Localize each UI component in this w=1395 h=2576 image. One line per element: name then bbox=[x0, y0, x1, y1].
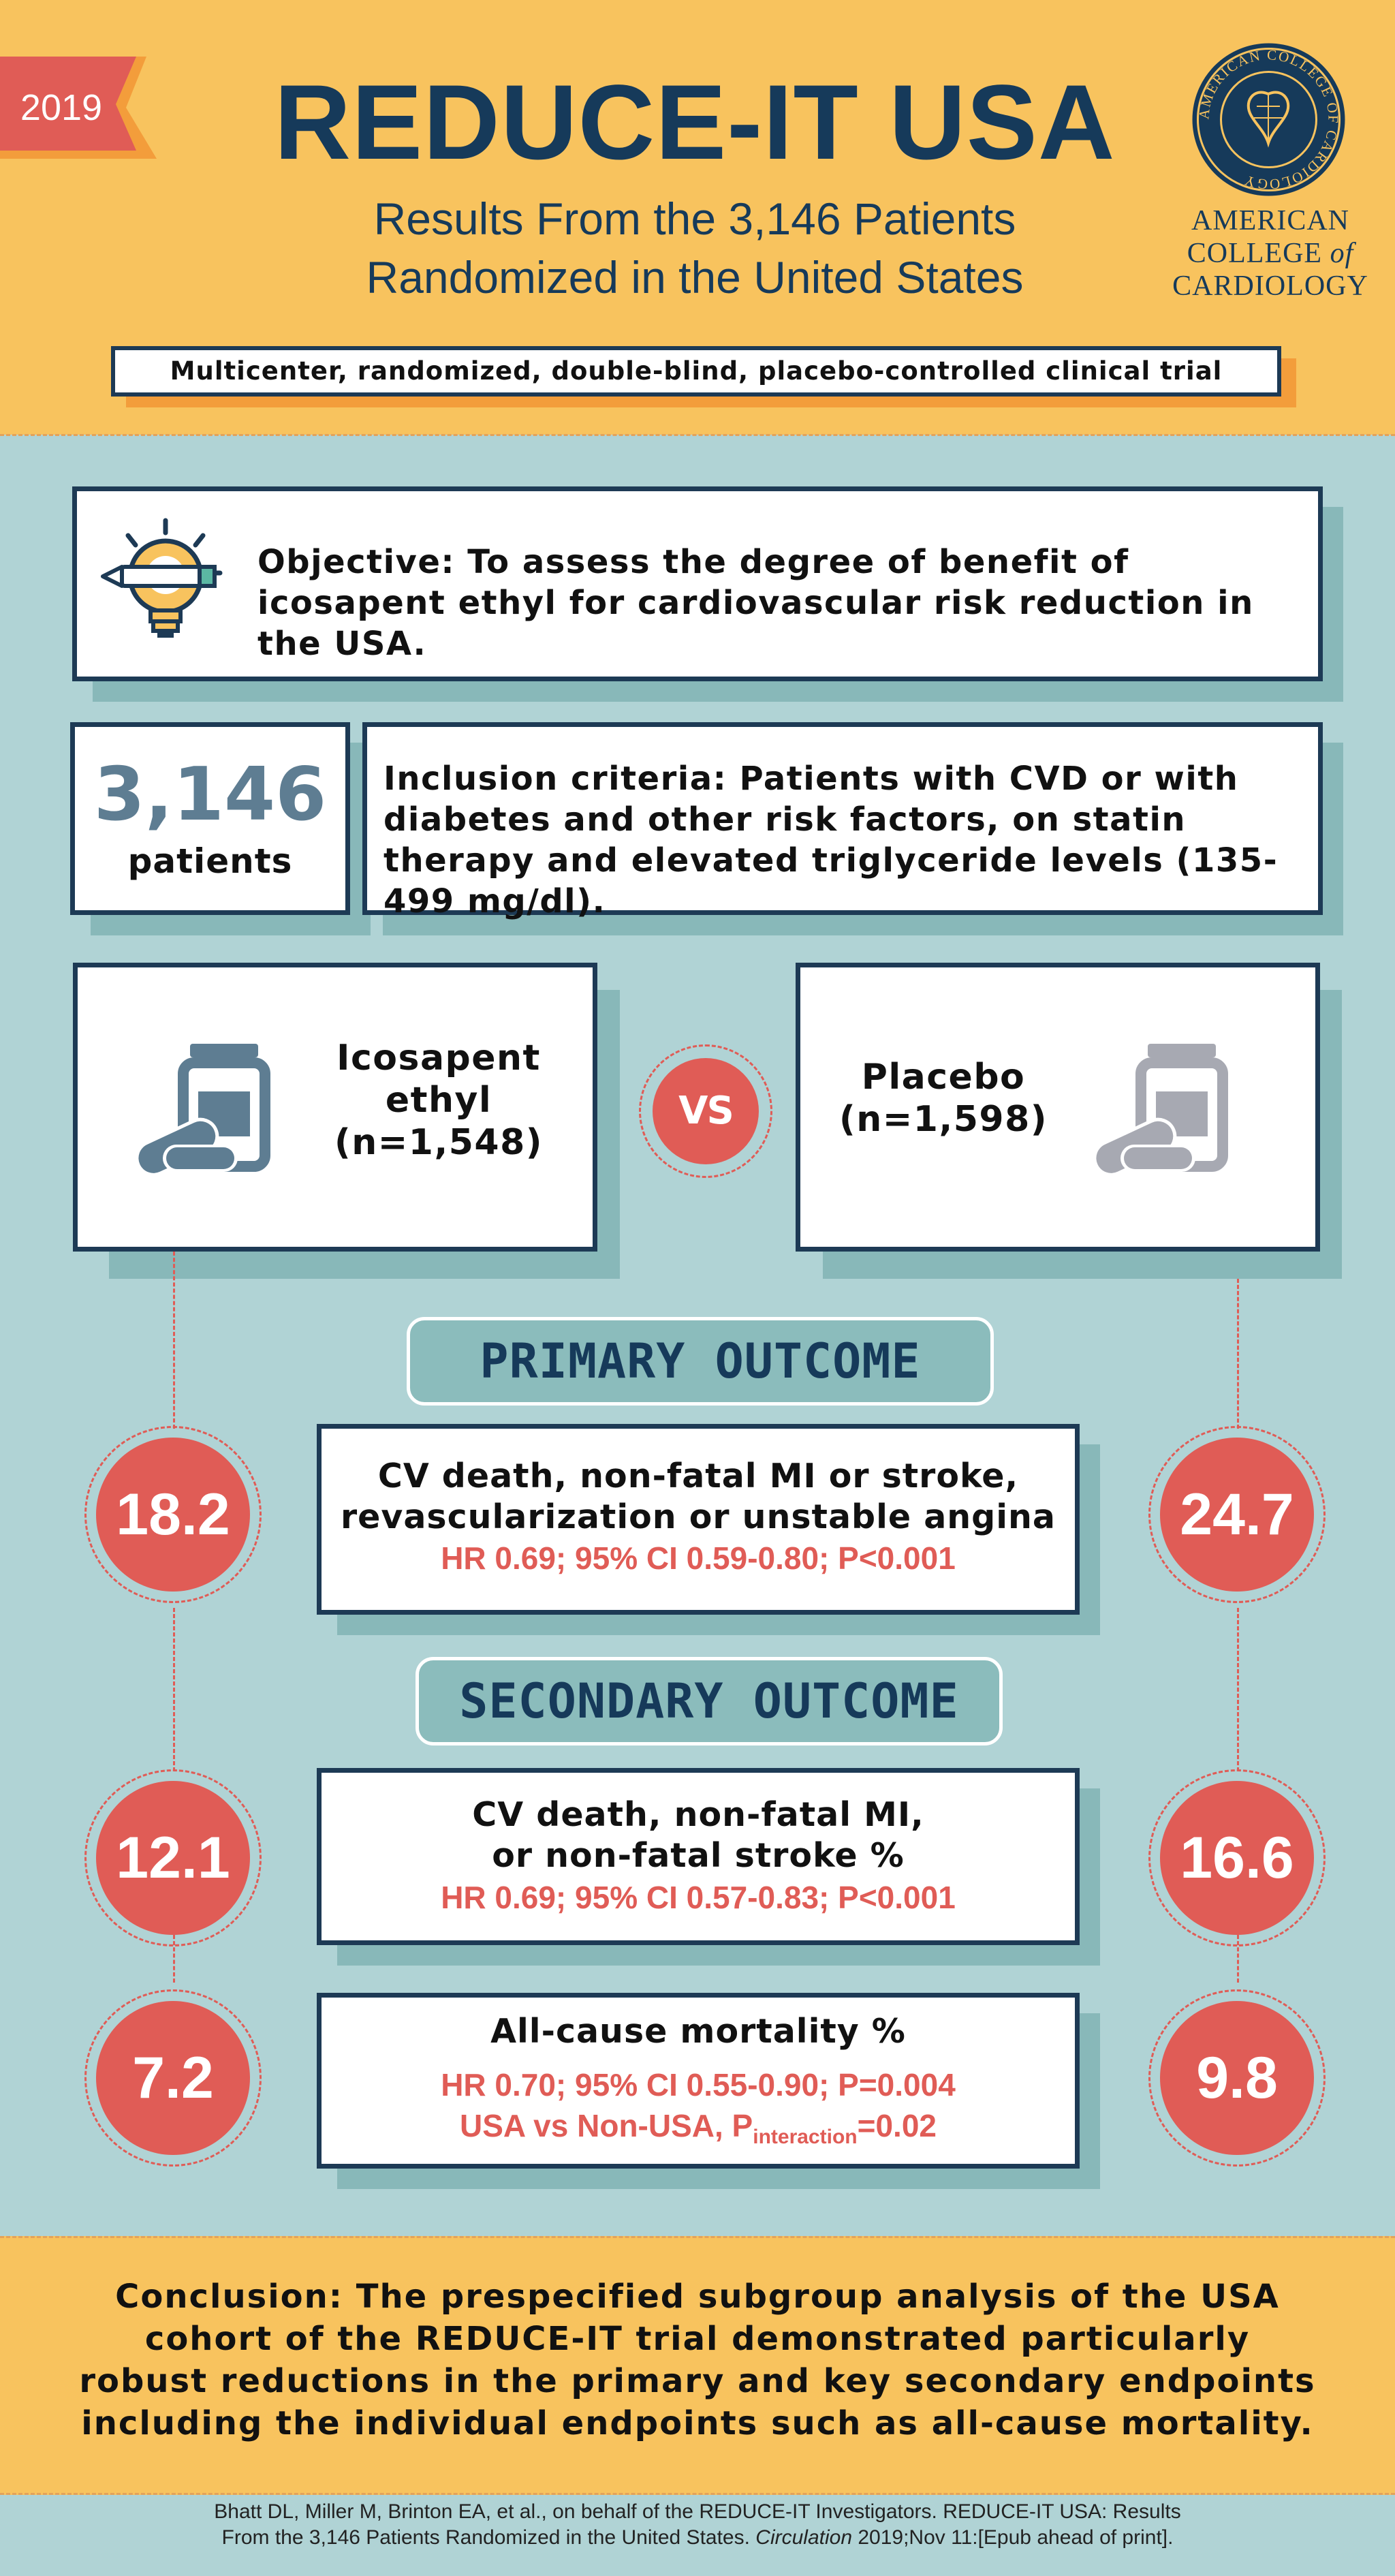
interaction-value: =0.02 bbox=[857, 2108, 937, 2143]
secondary-outcome-stats: HR 0.69; 95% CI 0.57-0.83; P<0.001 bbox=[441, 1880, 956, 1915]
vs-badge: VS bbox=[653, 1058, 759, 1164]
inclusion-criteria-text: Inclusion criteria: Patients with CVD or… bbox=[383, 760, 1279, 920]
mortality-placebo-ring bbox=[1148, 1989, 1326, 2167]
primary-treatment-ring bbox=[84, 1426, 262, 1603]
objective-text: Objective: To assess the degree of benef… bbox=[257, 543, 1254, 663]
primary-outcome-line-2: revascularization or unstable angina bbox=[341, 1498, 1056, 1536]
secondary-treatment-value: 12.1 bbox=[96, 1781, 250, 1935]
trial-design-banner: Multicenter, randomized, double-blind, p… bbox=[111, 346, 1281, 397]
pill-bottle-icon bbox=[1093, 1044, 1229, 1177]
mortality-stats: HR 0.70; 95% CI 0.55-0.90; P=0.004 bbox=[441, 2067, 956, 2102]
secondary-outcome-card: CV death, non-fatal MI, or non-fatal str… bbox=[317, 1768, 1080, 1945]
acc-wordmark-of: of bbox=[1330, 238, 1354, 269]
citation-title-tail: From the 3,146 Patients Randomized in th… bbox=[221, 2526, 756, 2549]
citation: Bhatt DL, Miller M, Brinton EA, et al., … bbox=[68, 2499, 1327, 2551]
mortality-card: All-cause mortality % HR 0.70; 95% CI 0.… bbox=[317, 1993, 1080, 2169]
conclusion-divider-top bbox=[0, 2236, 1395, 2238]
acc-seal-logo: AMERICAN COLLEGE OF CARDIOLOGY bbox=[1189, 40, 1349, 200]
page-subtitle: Results From the 3,146 Patients Randomiz… bbox=[272, 189, 1117, 307]
citation-line-1: Bhatt DL, Miller M, Brinton EA, et al., … bbox=[214, 2500, 1181, 2523]
primary-outcome-stats: HR 0.69; 95% CI 0.59-0.80; P<0.001 bbox=[441, 1540, 956, 1576]
secondary-outcome-line-2: or non-fatal stroke % bbox=[492, 1836, 905, 1875]
objective-card: Objective: To assess the degree of benef… bbox=[72, 486, 1323, 681]
placebo-arm-n: (n=1,598) bbox=[838, 1099, 1048, 1140]
acc-wordmark-college: COLLEGE bbox=[1187, 238, 1330, 269]
vs-ring bbox=[639, 1044, 772, 1178]
conclusion-band bbox=[0, 2236, 1395, 2495]
placebo-connector-2 bbox=[1237, 1608, 1239, 1771]
mortality-treatment-value: 7.2 bbox=[96, 2001, 250, 2155]
treatment-connector-2 bbox=[173, 1608, 175, 1771]
primary-outcome-heading: PRIMARY OUTCOME bbox=[407, 1317, 994, 1406]
mortality-interaction: USA vs Non-USA, Pinteraction=0.02 bbox=[322, 2107, 1075, 2156]
citation-details: 2019;Nov 11:[Epub ahead of print]. bbox=[852, 2526, 1174, 2549]
placebo-arm-label: Placebo (n=1,598) bbox=[828, 1056, 1059, 1140]
treatment-arm-name-2: ethyl bbox=[385, 1080, 492, 1121]
conclusion-text: Conclusion: The prespecified subgroup an… bbox=[79, 2278, 1316, 2442]
subtitle-line-2: Randomized in the United States bbox=[366, 252, 1024, 302]
secondary-treatment-ring bbox=[84, 1769, 262, 1946]
mortality-placebo-value: 9.8 bbox=[1160, 2001, 1314, 2155]
acc-wordmark: AMERICAN COLLEGE of CARDIOLOGY bbox=[1161, 204, 1379, 302]
subtitle-line-1: Results From the 3,146 Patients bbox=[373, 193, 1016, 244]
mortality-treatment-ring bbox=[84, 1989, 262, 2167]
primary-treatment-value: 18.2 bbox=[96, 1438, 250, 1592]
patients-card: 3,146 patients bbox=[70, 722, 350, 915]
acc-wordmark-line-2: COLLEGE of bbox=[1161, 237, 1379, 270]
placebo-connector-1 bbox=[1237, 1279, 1239, 1429]
treatment-connector-3 bbox=[173, 1935, 175, 1983]
treatment-arm-card: Icosapent ethyl (n=1,548) bbox=[73, 963, 597, 1252]
primary-placebo-ring bbox=[1148, 1426, 1326, 1603]
placebo-arm-name: Placebo bbox=[861, 1057, 1026, 1098]
patients-count: 3,146 bbox=[93, 752, 327, 837]
page-title: REDUCE-IT USA bbox=[274, 63, 1116, 182]
treatment-arm-name-1: Icosapent bbox=[336, 1038, 541, 1078]
primary-placebo-value: 24.7 bbox=[1160, 1438, 1314, 1592]
citation-line-2: From the 3,146 Patients Randomized in th… bbox=[68, 2525, 1327, 2551]
placebo-arm-card: Placebo (n=1,598) bbox=[796, 963, 1320, 1252]
interaction-prefix: USA vs Non-USA, P bbox=[459, 2108, 753, 2143]
mortality-line-1: All-cause mortality % bbox=[490, 2012, 906, 2051]
primary-outcome-line-1: CV death, non-fatal MI or stroke, bbox=[377, 1457, 1019, 1495]
patients-label: patients bbox=[127, 841, 293, 881]
secondary-placebo-ring bbox=[1148, 1769, 1326, 1946]
year-ribbon: 2019 bbox=[0, 57, 157, 159]
primary-outcome-card: CV death, non-fatal MI or stroke, revasc… bbox=[317, 1424, 1080, 1615]
secondary-placebo-value: 16.6 bbox=[1160, 1781, 1314, 1935]
interaction-subscript: interaction bbox=[753, 2126, 858, 2149]
inclusion-card: Inclusion criteria: Patients with CVD or… bbox=[362, 722, 1323, 920]
conclusion-divider-bottom bbox=[0, 2493, 1395, 2495]
year-label: 2019 bbox=[20, 87, 103, 128]
secondary-outcome-line-1: CV death, non-fatal MI, bbox=[472, 1795, 924, 1834]
lightbulb-icon bbox=[97, 515, 240, 661]
pill-bottle-icon bbox=[135, 1044, 272, 1177]
citation-journal: Circulation bbox=[755, 2526, 853, 2549]
treatment-connector-1 bbox=[173, 1252, 175, 1429]
acc-wordmark-line-1: AMERICAN bbox=[1191, 205, 1349, 236]
acc-wordmark-line-3: CARDIOLOGY bbox=[1172, 270, 1368, 302]
header-divider bbox=[0, 434, 1395, 436]
treatment-arm-label: Icosapent ethyl (n=1,548) bbox=[302, 1037, 575, 1164]
secondary-outcome-heading: SECONDARY OUTCOME bbox=[416, 1657, 1003, 1745]
placebo-connector-3 bbox=[1237, 1935, 1239, 1983]
treatment-arm-n: (n=1,548) bbox=[334, 1122, 544, 1163]
